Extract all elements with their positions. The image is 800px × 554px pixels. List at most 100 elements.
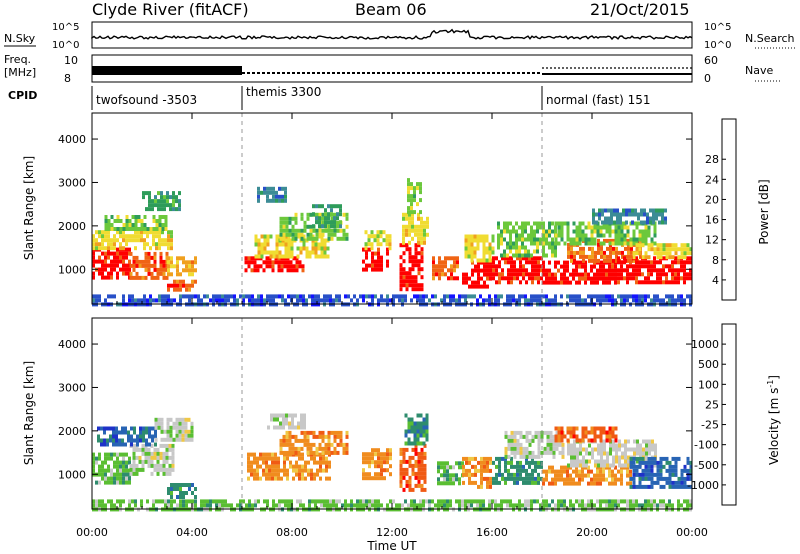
data-cell (489, 460, 492, 465)
data-cell (128, 503, 131, 508)
data-cell (624, 439, 627, 444)
data-cell (549, 442, 553, 447)
data-cell (158, 294, 161, 299)
data-cell (554, 434, 558, 439)
data-cell (644, 233, 648, 238)
data-cell (566, 276, 569, 281)
data-cell (552, 442, 556, 447)
data-cell (623, 241, 627, 246)
data-cell (150, 463, 154, 468)
data-cell (557, 225, 561, 230)
data-cell (563, 465, 566, 470)
data-cell (402, 283, 406, 288)
data-cell (315, 212, 319, 217)
data-cell (474, 456, 477, 461)
data-cell (162, 259, 166, 264)
data-cell (590, 268, 593, 273)
data-cell (185, 294, 188, 299)
data-cell (516, 472, 519, 477)
data-cell (420, 216, 423, 221)
data-cell (182, 283, 185, 288)
data-cell (266, 238, 270, 243)
data-cell (150, 255, 154, 260)
data-cell (626, 481, 629, 486)
data-cell (420, 236, 423, 241)
data-cell (344, 294, 347, 299)
data-cell (665, 294, 668, 299)
data-cell (674, 251, 678, 256)
data-cell (224, 499, 227, 504)
data-cell (548, 245, 551, 250)
data-cell (140, 503, 143, 508)
data-cell (311, 250, 315, 255)
data-cell (431, 294, 434, 299)
data-cell (513, 260, 516, 265)
data-cell (581, 434, 585, 439)
data-cell (116, 271, 119, 276)
data-cell (227, 294, 230, 299)
data-cell (646, 220, 649, 225)
data-cell (665, 243, 669, 248)
data-cell (542, 245, 545, 250)
data-cell (408, 255, 412, 260)
data-cell (581, 499, 584, 504)
data-cell (143, 230, 146, 235)
data-cell (104, 452, 107, 457)
data-cell (312, 442, 316, 447)
data-cell (191, 483, 194, 487)
data-cell (659, 499, 662, 504)
data-cell (377, 503, 380, 508)
data-cell (615, 258, 618, 263)
data-cell (504, 468, 507, 473)
data-cell (542, 268, 545, 273)
data-cell (271, 464, 274, 469)
data-cell (335, 298, 338, 303)
data-cell (188, 487, 191, 491)
data-cell (166, 433, 170, 438)
data-cell (635, 272, 638, 277)
velocity-y-axis-label: Slant Range [km] (22, 361, 36, 465)
data-cell (557, 260, 560, 265)
data-cell (160, 437, 164, 442)
data-cell (664, 208, 667, 213)
data-cell (137, 227, 141, 231)
data-cell (582, 463, 585, 468)
data-cell (437, 465, 440, 470)
data-cell (602, 426, 606, 431)
data-cell (194, 268, 197, 273)
data-cell (413, 421, 417, 426)
data-cell (593, 481, 596, 486)
data-cell (548, 280, 551, 285)
data-cell (318, 216, 321, 221)
data-cell (603, 451, 606, 456)
data-cell (513, 442, 517, 447)
data-cell (320, 238, 324, 243)
data-cell (149, 298, 152, 303)
data-cell (664, 220, 667, 225)
data-cell (587, 499, 590, 504)
data-cell (342, 446, 346, 451)
data-cell (650, 237, 654, 242)
data-cell (510, 264, 513, 269)
data-cell (342, 450, 346, 455)
data-cell (411, 255, 415, 260)
data-cell (405, 279, 409, 284)
data-cell (275, 246, 279, 251)
data-cell (662, 476, 666, 481)
data-cell (611, 229, 615, 234)
data-cell (330, 216, 334, 221)
data-cell (359, 499, 362, 504)
data-cell (626, 233, 630, 238)
data-cell (554, 237, 558, 242)
data-cell (342, 236, 346, 241)
data-cell (169, 433, 173, 438)
data-cell (185, 491, 188, 495)
data-cell (614, 276, 617, 281)
data-cell (570, 447, 573, 452)
data-cell (621, 254, 624, 259)
data-cell (383, 460, 386, 465)
data-cell (603, 250, 606, 255)
data-cell (283, 264, 287, 269)
data-cell (300, 438, 304, 443)
data-cell (590, 481, 593, 486)
